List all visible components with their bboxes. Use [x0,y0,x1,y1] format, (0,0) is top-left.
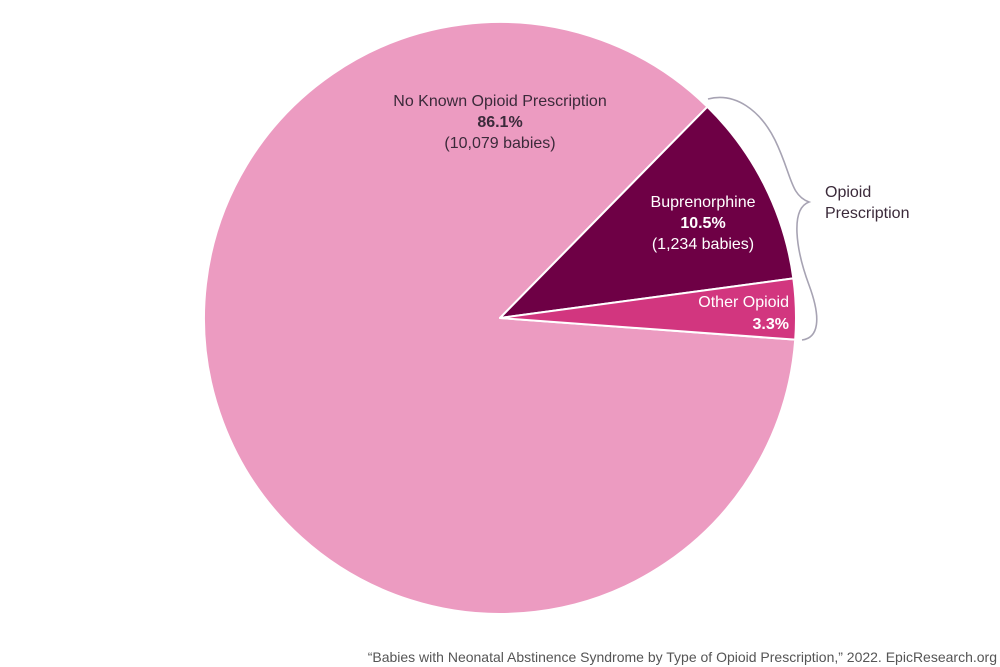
slice-count-buprenorphine: (1,234 babies) [652,236,754,253]
slice-percent-no-known: 86.1% [477,114,522,131]
group-label-line2: Prescription [825,205,909,222]
opioid-prescription-brace [707,96,818,341]
slice-label-other-opioid: Other Opioid [698,294,789,311]
pie-slices [203,21,797,615]
slice-buprenorphine [499,105,795,319]
source-caption: “Babies with Neonatal Abstinence Syndrom… [367,649,997,665]
slice-label-no-known: No Known Opioid Prescription [393,93,606,110]
slice-other-opioid [499,277,797,341]
slice-percent-buprenorphine: 10.5% [680,215,725,232]
slice-count-no-known: (10,079 babies) [444,135,555,152]
slice-percent-other-opioid: 3.3% [753,316,789,333]
group-label-line1: Opioid [825,184,871,201]
slice-label-buprenorphine: Buprenorphine [651,194,756,211]
